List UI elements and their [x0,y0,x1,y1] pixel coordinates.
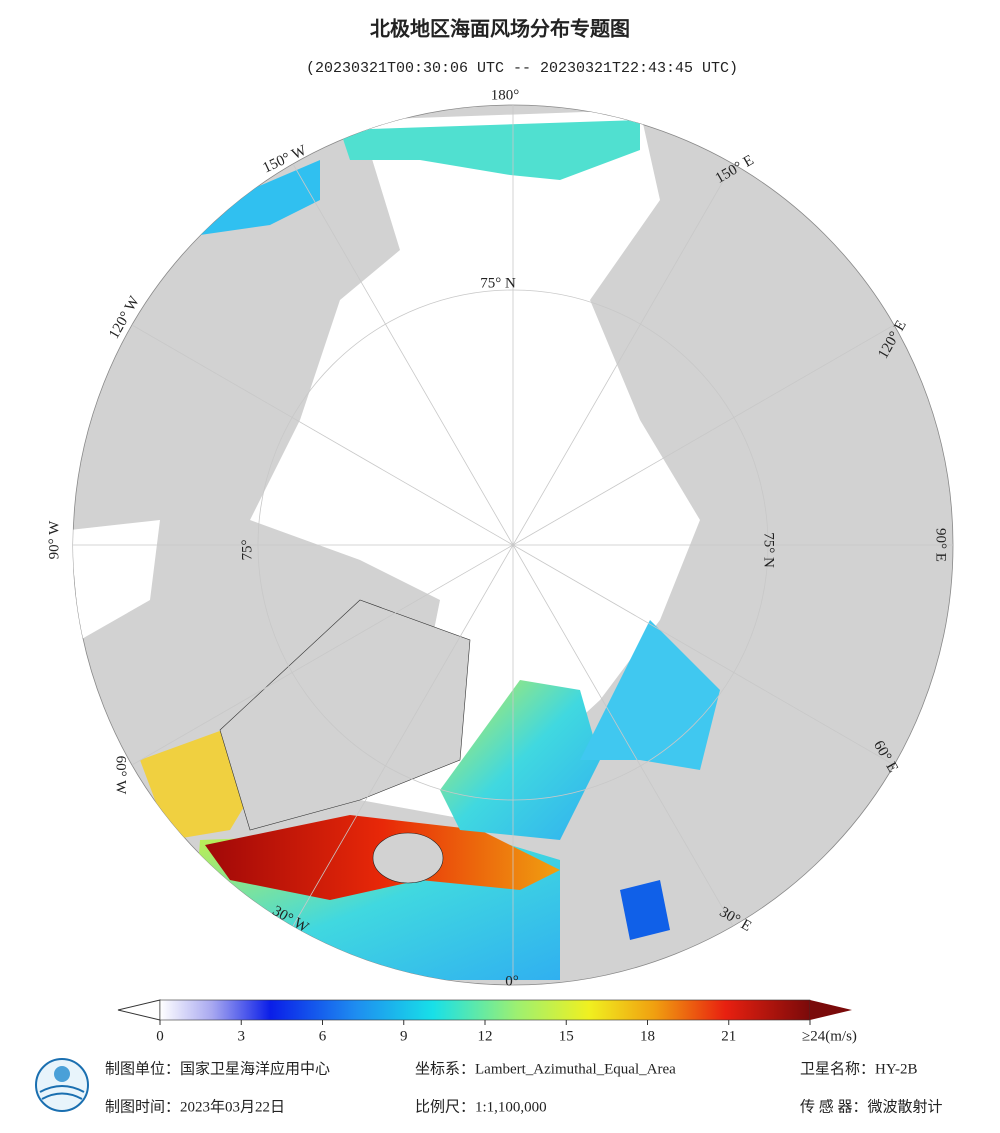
colorbar-tick-label: 0 [156,1028,164,1044]
colorbar-tick-label: 15 [559,1028,574,1044]
greenland [219,599,471,831]
colorbar-tick-label: 6 [319,1028,327,1044]
ice-ocean [73,520,160,640]
colorbar-tick-label: 21 [721,1028,736,1044]
latitude-label: 75° N [761,532,777,568]
colorbar-tick-label: 3 [238,1028,246,1044]
footer-projection: 坐标系：Lambert_Azimuthal_Equal_Area [415,1060,676,1077]
ice-ocean [250,110,700,820]
wind-field [200,160,320,235]
colorbar-tick-label: 9 [400,1028,408,1044]
colorbar-over [810,1000,852,1020]
longitude-label: 180° [491,87,520,103]
footer-unit: 制图单位：国家卫星海洋应用中心 [105,1059,330,1077]
logo [35,1058,89,1112]
longitude-label: 60° W [113,756,129,795]
longitude-label: 0° [505,973,519,989]
footer-satellite: 卫星名称：HY-2B [800,1060,918,1077]
wind-field [440,680,600,840]
longitude-label: 90° W [46,520,62,559]
colorbar-tick-label: 12 [478,1028,493,1044]
longitude-label: 90° E [933,528,949,562]
subtitle: (20230321T00:30:06 UTC -- 20230321T22:43… [306,60,738,77]
footer-date: 制图时间：2023年03月22日 [105,1098,285,1115]
footer-scale: 比例尺：1:1,100,000 [415,1098,547,1115]
map [72,104,954,986]
colorbar-under [117,999,161,1021]
colorbar [117,999,852,1021]
wind-field [580,620,720,770]
colorbar-tick-label: 18 [640,1028,655,1044]
wind-field [340,120,640,180]
title: 北极地区海面风场分布专题图 [370,17,630,41]
latitude-label: 75° [239,540,255,561]
colorbar-tick-label: ≥24(m/s) [802,1028,857,1044]
wind-field [620,880,670,940]
colorbar-ramp [159,999,811,1021]
island [372,832,444,884]
latitude-label: 75° N [480,275,516,291]
footer-sensor: 传 感 器：微波散射计 [800,1098,943,1115]
